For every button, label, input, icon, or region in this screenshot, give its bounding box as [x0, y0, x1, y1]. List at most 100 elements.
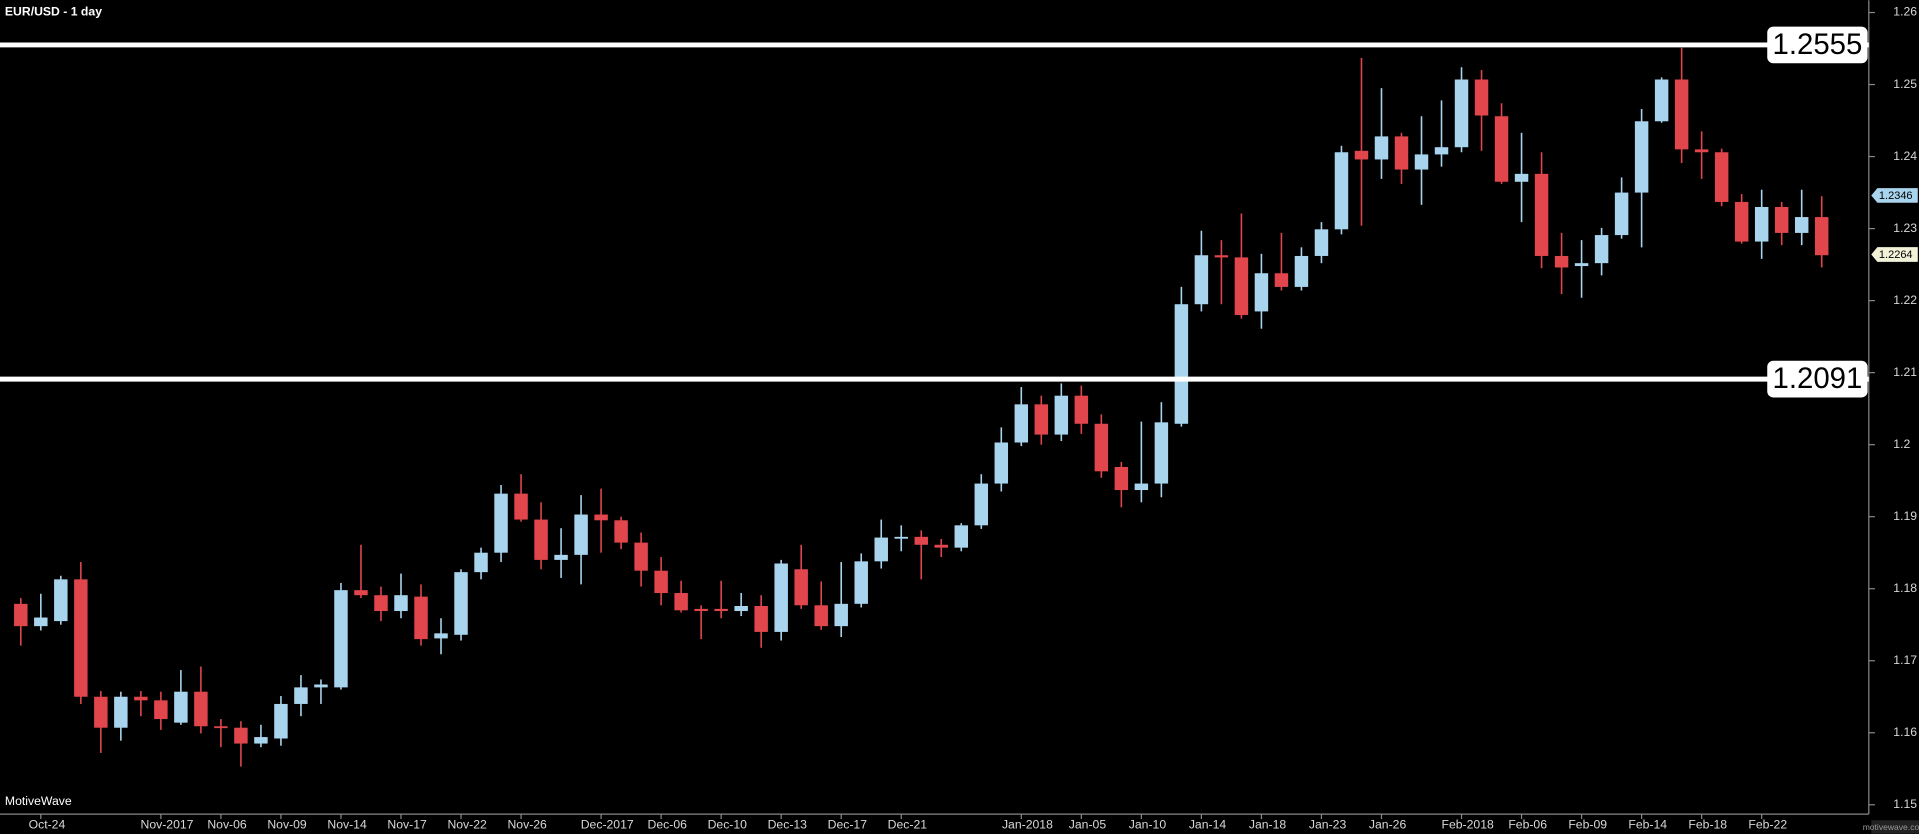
candle-body — [1554, 255, 1569, 268]
candle-body — [474, 552, 488, 573]
candle-body — [334, 590, 348, 688]
candle-body — [1154, 422, 1169, 484]
watermark-box — [1871, 820, 1919, 834]
price-marker-box — [1871, 188, 1918, 203]
candle-body — [574, 514, 588, 555]
candle-body — [1434, 147, 1449, 155]
candle-body — [1694, 149, 1709, 153]
candle-body — [154, 700, 168, 720]
candle-body — [874, 537, 888, 562]
candle-body — [494, 493, 508, 553]
candle-body — [674, 593, 688, 611]
candle-body — [1114, 466, 1129, 491]
x-tick-label: Feb-06 — [1508, 817, 1547, 831]
level-label-box — [1767, 360, 1868, 398]
candle-body — [1334, 152, 1349, 230]
y-tick-label: 1.2 — [1893, 437, 1910, 451]
x-tick-label: Dec-21 — [888, 817, 928, 831]
candle-body — [374, 595, 388, 612]
candle-body — [1214, 255, 1229, 258]
y-tick-label: 1.26 — [1893, 5, 1917, 19]
x-tick-label: Jan-18 — [1249, 817, 1287, 831]
candle-body — [134, 696, 148, 701]
level-label: 1.2091 — [1773, 362, 1863, 395]
y-tick-label: 1.18 — [1893, 581, 1917, 595]
candle-body — [14, 603, 28, 627]
candle-body — [814, 605, 828, 627]
x-tick-label: Nov-17 — [387, 817, 427, 831]
candle-body — [1534, 173, 1549, 256]
candle-body — [1814, 217, 1829, 256]
candle-body — [294, 687, 308, 704]
y-tick-label: 1.25 — [1893, 77, 1917, 91]
candle-body — [1034, 404, 1049, 435]
price-marker-label: 1.2264 — [1879, 249, 1913, 261]
candle-body — [1454, 79, 1469, 148]
candle-body — [1754, 206, 1769, 242]
candle-body — [1234, 257, 1249, 316]
y-tick-label: 1.16 — [1893, 725, 1917, 739]
candle-body — [1774, 206, 1789, 233]
candle-body — [274, 703, 288, 739]
candle-body — [454, 572, 468, 635]
candle-body — [1634, 121, 1649, 193]
candle-body — [174, 691, 188, 723]
candle-body — [774, 563, 788, 632]
candle-body — [554, 554, 568, 560]
x-tick-label: Feb-18 — [1688, 817, 1727, 831]
x-tick-label: Jan-23 — [1309, 817, 1347, 831]
y-tick-label: 1.15 — [1893, 797, 1917, 811]
candle-body — [434, 633, 448, 639]
candle-body — [1394, 136, 1409, 170]
x-tick-label: Feb-09 — [1568, 817, 1607, 831]
candle-body — [514, 493, 528, 520]
y-tick-label: 1.22 — [1893, 293, 1917, 307]
candle-body — [354, 590, 368, 596]
x-tick-label: Feb-2018 — [1441, 817, 1494, 831]
candle-body — [754, 605, 768, 632]
y-tick-label: 1.21 — [1893, 365, 1917, 379]
y-tick-label: 1.17 — [1893, 653, 1917, 667]
candle-body — [1794, 217, 1809, 233]
candle-body — [1574, 263, 1589, 267]
candle-body — [254, 737, 268, 744]
candle-body — [1714, 152, 1729, 202]
source-label: MotiveWave — [5, 794, 72, 808]
candle-body — [1594, 235, 1609, 264]
candle-body — [1074, 395, 1089, 424]
candle-body — [34, 617, 48, 627]
candle-body — [834, 603, 848, 627]
candle-body — [534, 519, 548, 560]
x-tick-label: Nov-2017 — [141, 817, 194, 831]
x-tick-label: Nov-06 — [207, 817, 247, 831]
candle-body — [414, 596, 428, 640]
x-tick-label: Nov-22 — [447, 817, 487, 831]
candle-body — [1054, 395, 1069, 435]
x-tick-label: Jan-10 — [1129, 817, 1167, 831]
candle-body — [1734, 201, 1749, 242]
candle-body — [914, 536, 928, 545]
x-tick-label: Dec-13 — [768, 817, 808, 831]
candle-body — [1294, 255, 1309, 287]
candle-body — [234, 727, 248, 744]
candle-body — [934, 544, 948, 548]
x-tick-label: Nov-09 — [267, 817, 307, 831]
candle-body — [1354, 150, 1369, 160]
candle-body — [594, 514, 608, 521]
candle-body — [1314, 229, 1329, 256]
candle-body — [1274, 273, 1289, 287]
candle-body — [994, 442, 1009, 484]
candle-body — [94, 696, 108, 728]
candle-body — [734, 605, 748, 612]
price-marker-box — [1871, 247, 1918, 262]
level-label-box — [1767, 26, 1868, 64]
x-tick-label: Jan-26 — [1369, 817, 1407, 831]
candle-body — [1194, 255, 1209, 305]
candle-body — [1174, 304, 1189, 424]
candle-body — [1474, 79, 1489, 116]
candle-body — [1614, 192, 1629, 236]
x-tick-label: Dec-10 — [708, 817, 748, 831]
candle-body — [1014, 404, 1029, 443]
